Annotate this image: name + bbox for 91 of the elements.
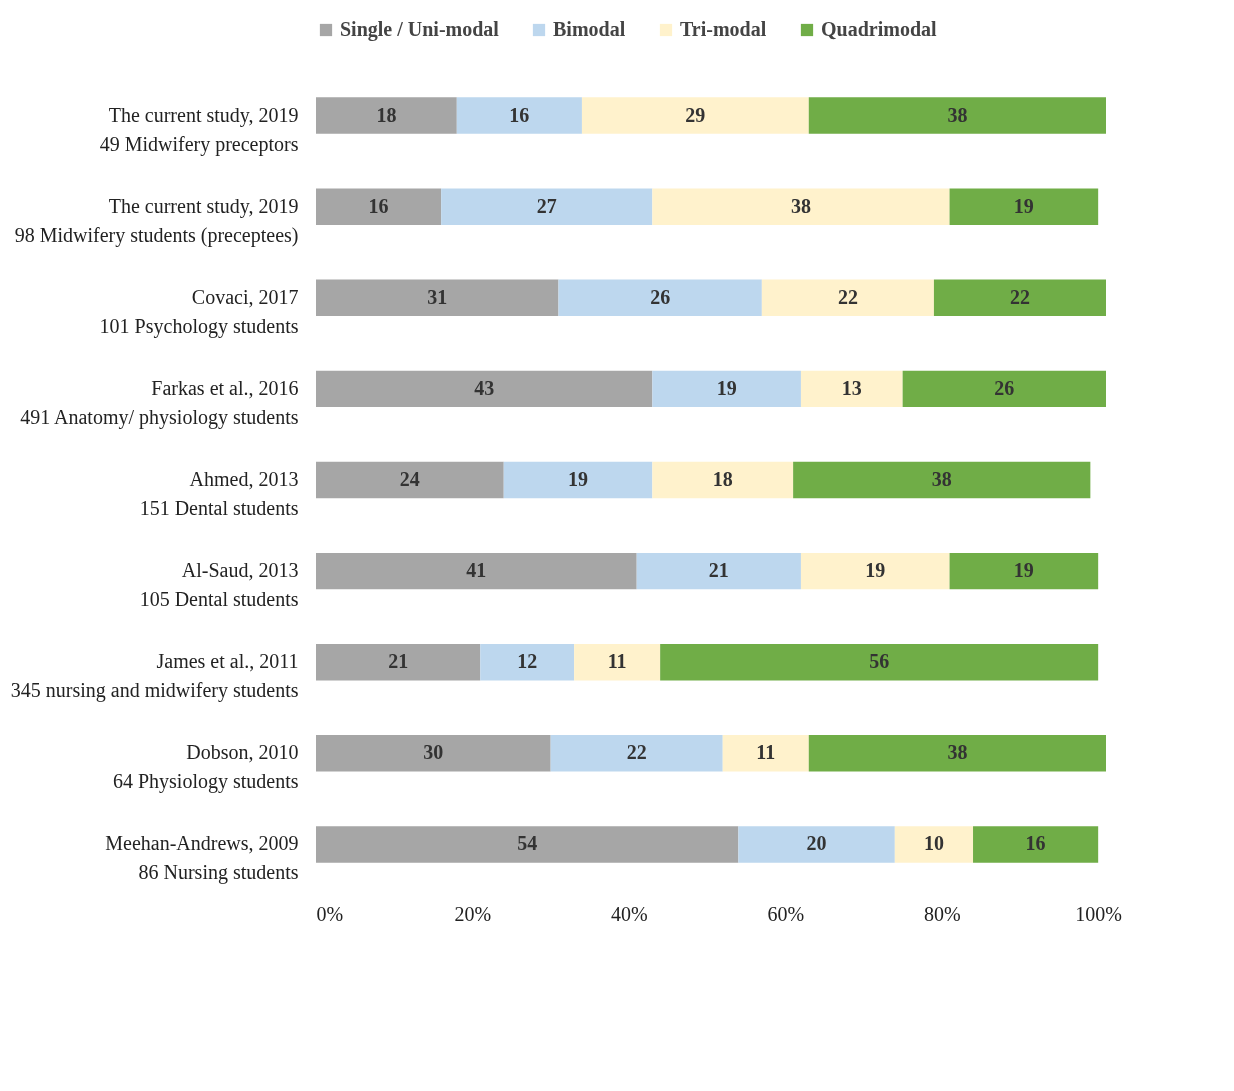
data-label: 38	[931, 468, 952, 490]
bar	[793, 461, 1091, 499]
bar	[316, 97, 457, 134]
bar	[550, 735, 723, 772]
data-label: 19	[865, 559, 886, 582]
data-label: 30	[423, 741, 444, 764]
data-label: 16	[1025, 832, 1046, 855]
data-label: 20	[806, 832, 827, 855]
y-tick-label: The current study, 2019 49 Midwifery preceptors	[99, 103, 299, 156]
y-tick-label: James et al., 2011 345 nursing and midwifery students	[10, 650, 299, 703]
data-label: 27	[536, 194, 557, 217]
y-tick-label: Ahmed, 2013 151 Dental students	[139, 468, 299, 519]
legend-label: Quadrimodal	[821, 18, 938, 40]
bar	[652, 370, 801, 408]
bar	[808, 97, 1106, 134]
bar	[316, 552, 637, 590]
legend-label: Tri-modal	[680, 18, 767, 40]
x-tick-label: 20%	[454, 902, 492, 925]
y-tick-label: Meehan-Andrews, 2009 86 Nursing students	[105, 832, 299, 885]
bar	[480, 644, 575, 681]
data-label: 18	[712, 468, 733, 490]
data-label: 38	[947, 741, 968, 764]
data-label: 19	[1013, 559, 1034, 582]
data-label: 41	[466, 559, 487, 582]
bar	[949, 188, 1099, 225]
bar	[800, 552, 950, 590]
data-label: 11	[607, 650, 627, 673]
bar	[636, 552, 801, 590]
bar	[316, 826, 739, 863]
data-label: 54	[517, 832, 538, 855]
bar	[652, 461, 794, 499]
y-tick-label: Farkas et al., 2016 491 Anatomy/ physiology students	[20, 376, 299, 429]
bar	[316, 461, 504, 499]
data-label: 13	[841, 376, 862, 399]
data-label: 19	[716, 376, 737, 399]
data-label: 22	[1009, 285, 1030, 308]
y-tick-label: Covaci, 2017 101 Psychology students	[99, 285, 299, 338]
bar	[581, 97, 809, 134]
data-label: 10	[923, 832, 944, 855]
data-label: 12	[517, 650, 538, 673]
data-label: 29	[685, 103, 706, 126]
x-tick-label: 40%	[611, 902, 648, 925]
y-tick-label: Dobson, 2010 64 Physiology students	[112, 741, 299, 794]
bar	[441, 188, 653, 225]
data-label: 22	[626, 741, 647, 764]
data-label: 11	[756, 741, 776, 764]
data-label: 26	[650, 285, 671, 308]
bar	[574, 644, 661, 681]
legend-label: Bimodal	[553, 18, 626, 40]
bar	[738, 826, 895, 863]
bar	[722, 735, 809, 772]
y-tick-label: Al-Saud, 2013 105 Dental students	[139, 559, 299, 611]
bar	[800, 370, 903, 408]
bar	[316, 644, 481, 681]
data-label: 24	[399, 468, 420, 490]
data-label: 31	[427, 285, 448, 308]
data-label: 18	[376, 103, 397, 126]
bar	[316, 279, 559, 316]
bar	[902, 370, 1106, 408]
bar	[316, 735, 551, 772]
x-tick-label: 80%	[923, 902, 961, 925]
data-label: 38	[947, 103, 968, 126]
data-label: 21	[708, 559, 729, 582]
bar	[503, 461, 653, 499]
data-label: 19	[568, 468, 589, 490]
bar	[316, 370, 653, 408]
bar	[652, 188, 950, 225]
legend-label: Single / Uni-modal	[340, 18, 500, 41]
data-label: 22	[837, 285, 858, 308]
bar	[949, 552, 1099, 590]
bar	[808, 735, 1106, 772]
data-label: 19	[1013, 194, 1034, 217]
bar	[456, 97, 582, 134]
bar	[933, 279, 1106, 316]
data-label: 43	[474, 376, 495, 399]
x-tick-label: 100%	[1075, 902, 1123, 925]
data-label: 21	[388, 650, 409, 673]
x-tick-label: 0%	[316, 902, 344, 925]
bar	[660, 644, 1099, 681]
x-tick-label: 60%	[767, 902, 805, 925]
bar	[761, 279, 934, 316]
bar	[894, 826, 974, 863]
data-label: 38	[790, 194, 811, 217]
bar	[316, 188, 442, 225]
data-label: 16	[368, 194, 389, 217]
bar	[973, 826, 1099, 863]
y-tick-label: The current study, 2019 98 Midwifery students (preceptees)	[14, 194, 299, 247]
data-label: 56	[869, 650, 890, 673]
data-label: 16	[509, 103, 530, 126]
data-label: 26	[994, 376, 1015, 399]
bar	[558, 279, 762, 316]
